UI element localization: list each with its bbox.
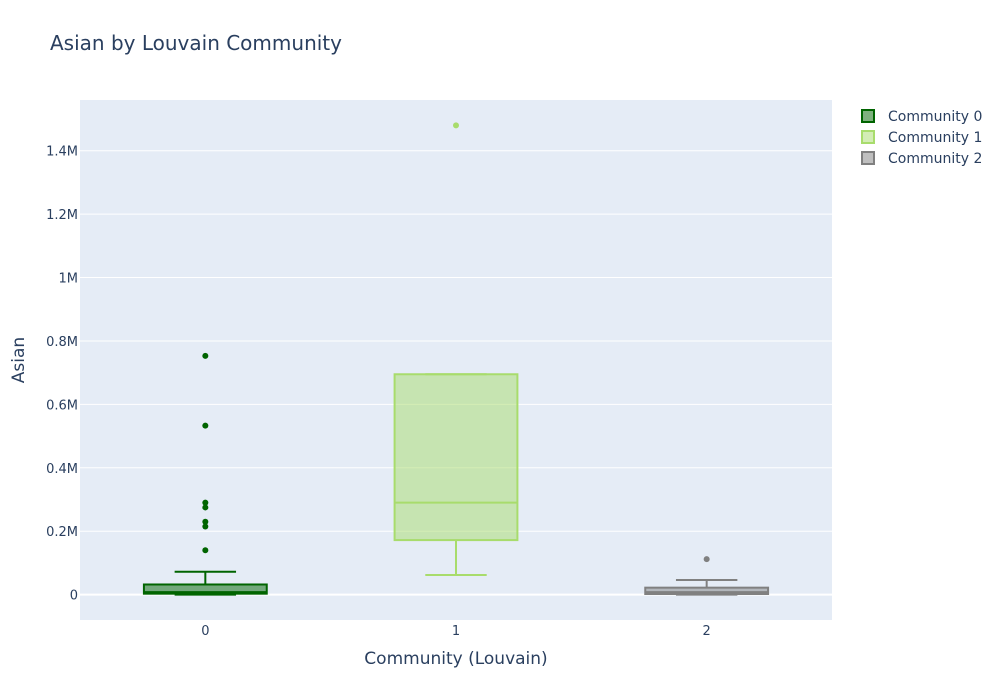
box-group (393, 122, 519, 576)
x-tick-label: 2 (703, 624, 711, 639)
outlier-point (202, 547, 209, 554)
box (644, 586, 770, 595)
legend-label: Community 2 (888, 151, 982, 167)
legend-item: Community 2 (861, 151, 982, 167)
outlier-point (453, 122, 459, 129)
y-axis-ticks: 0 0.2M 0.4M 0.6M 0.8M 1M 1.2M 1.4M (46, 145, 78, 604)
outlier-point (202, 523, 209, 530)
box (142, 583, 268, 595)
outlier-point (202, 504, 209, 511)
legend-item: Community 0 (861, 109, 982, 125)
x-axis-title: Community (Louvain) (364, 649, 547, 669)
outlier-point (202, 352, 209, 359)
x-tick-label: 1 (452, 624, 460, 639)
legend-item: Community 1 (861, 130, 982, 146)
outlier-point (202, 422, 209, 429)
chart-title: Asian by Louvain Community (50, 31, 342, 55)
y-axis-title: Asian (9, 337, 29, 383)
legend-swatch (861, 151, 875, 165)
x-axis-ticks: 0 1 2 (201, 624, 711, 639)
y-tick-label: 1.4M (46, 145, 78, 160)
legend-label: Community 0 (888, 109, 982, 125)
box-group (142, 352, 268, 596)
box-series (142, 122, 770, 596)
y-tick-label: 1M (59, 272, 79, 287)
legend-label: Community 1 (888, 130, 982, 146)
y-tick-label: 0 (70, 589, 78, 604)
y-tick-label: 0.6M (46, 398, 78, 413)
x-tick-label: 0 (201, 624, 209, 639)
box-group (644, 556, 770, 596)
y-tick-label: 1.2M (46, 208, 78, 223)
outlier-point (703, 556, 710, 563)
legend-swatch (861, 109, 875, 123)
legend: Community 0 Community 1 Community 2 (861, 109, 982, 167)
y-tick-label: 0.4M (46, 462, 78, 477)
box (393, 373, 519, 542)
outlier-point (202, 518, 209, 525)
outlier-point (202, 499, 209, 506)
legend-swatch (861, 130, 875, 144)
y-tick-label: 0.2M (46, 525, 78, 540)
y-tick-label: 0.8M (46, 335, 78, 350)
